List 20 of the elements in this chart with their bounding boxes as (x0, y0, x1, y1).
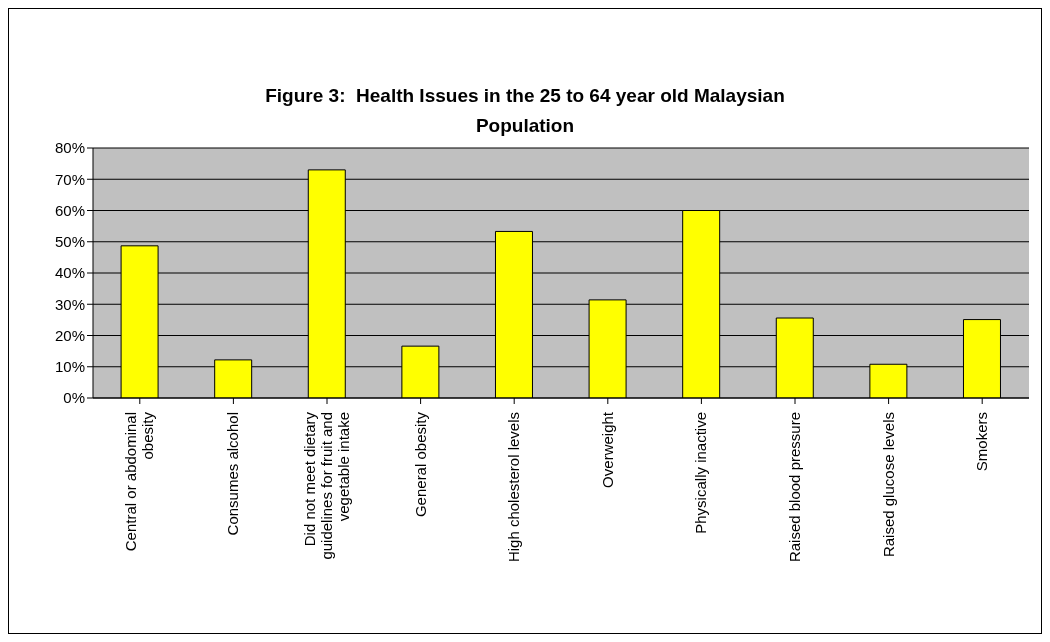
y-tick-label: 70% (54, 170, 85, 188)
y-tick-label: 0% (63, 389, 85, 407)
y-tick-label: 20% (54, 326, 85, 344)
chart-title: Figure 3: Health Issues in the 25 to 64 year old Malaysian Population (264, 84, 786, 138)
y-tick-label: 40% (54, 264, 85, 282)
x-tick-label: Smokers (973, 412, 991, 472)
y-tick-label: 10% (54, 358, 85, 376)
x-tick-label: Central or abdominal obesity (122, 411, 157, 552)
y-tick-label: 30% (54, 295, 85, 313)
x-tick-label: Did not meet dietary guidelines for fruit and vegetable intake (301, 411, 352, 560)
x-tick-label: Raised blood pressure (786, 412, 803, 563)
y-tick-label: 60% (54, 201, 85, 219)
y-tick-label: 80% (54, 139, 85, 157)
y-tick-label: 50% (54, 233, 85, 251)
x-tick-label: General obesity (411, 411, 429, 518)
x-tick-label: High cholesterol levels (505, 412, 523, 563)
x-tick-label: Physically inactive (692, 412, 710, 534)
x-tick-label: Consumes alcohol (224, 412, 242, 536)
x-tick-label: Overweight (598, 411, 616, 488)
x-tick-label: Raised glucose levels (879, 412, 897, 558)
